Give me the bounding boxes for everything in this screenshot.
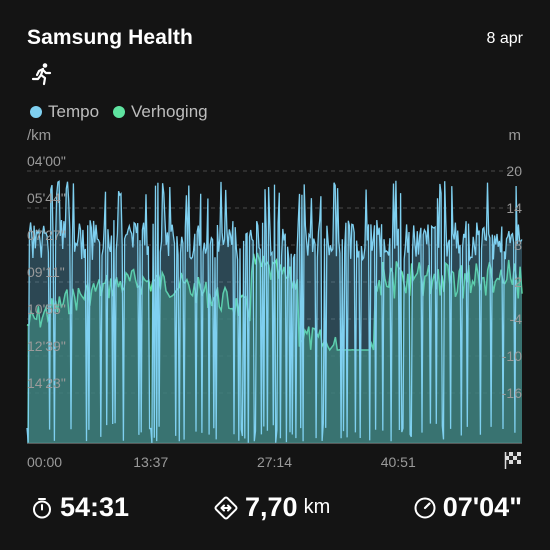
left-tick-label: 07'27" xyxy=(27,227,66,243)
left-axis-ticks: 04'00" 05'44" 07'27" 09'11" 10'55" 12'39" 14'2… xyxy=(27,153,66,391)
right-tick-label: -16 xyxy=(502,385,522,401)
x-tick-label: 00:00 xyxy=(27,454,62,470)
pace-stat: 07'04" xyxy=(413,485,522,530)
left-tick-label: 05'44" xyxy=(27,190,66,206)
left-tick-label: 10'55" xyxy=(27,301,66,317)
pace-series xyxy=(26,180,523,443)
x-tick-label: 13:37 xyxy=(133,454,168,470)
left-tick-label: 09'11" xyxy=(27,264,65,280)
right-tick-label: 20 xyxy=(506,163,522,179)
running-person-icon xyxy=(31,63,52,86)
summary-stats: 54:31 7,70 km 07'04" xyxy=(0,485,550,530)
app-title: Samsung Health xyxy=(27,26,193,49)
right-axis-ticks: 20 14 8 2 -4 -10 -16 xyxy=(502,163,522,401)
right-axis-unit: m xyxy=(508,127,522,144)
right-tick-label: -4 xyxy=(510,311,523,327)
legend-label-tempo: Tempo xyxy=(48,102,100,121)
distance-stat: 7,70 km xyxy=(213,485,330,530)
legend-item-verhoging[interactable]: Verhoging xyxy=(113,102,208,122)
header: Samsung Health 8 apr xyxy=(27,24,523,54)
legend-label-verhoging: Verhoging xyxy=(131,102,208,121)
activity-date: 8 apr xyxy=(486,30,523,47)
left-axis-unit: /km xyxy=(27,127,52,144)
pace-value: 07'04" xyxy=(442,492,522,522)
distance-unit: km xyxy=(303,496,331,518)
pace-elevation-chart[interactable]: 04'00" 05'44" 07'27" 09'11" 10'55" 12'39" 14'2… xyxy=(0,150,550,480)
x-tick-label: 27:14 xyxy=(257,454,292,470)
chart-legend: Tempo Verhoging xyxy=(30,102,208,122)
pace-gauge-icon xyxy=(414,497,436,518)
left-tick-label: 12'39" xyxy=(27,338,66,354)
distance-icon xyxy=(214,496,238,519)
left-tick-label: 04'00" xyxy=(27,153,66,169)
right-tick-label: 8 xyxy=(514,237,522,253)
right-tick-label: 2 xyxy=(514,274,522,290)
legend-dot-tempo xyxy=(30,106,42,118)
pace-line xyxy=(26,180,523,443)
right-tick-label: 14 xyxy=(506,200,522,216)
right-tick-label: -10 xyxy=(502,348,522,364)
left-tick-label: 14'23" xyxy=(27,375,66,391)
distance-value: 7,70 xyxy=(245,492,298,522)
x-tick-label: 40:51 xyxy=(381,454,416,470)
duration-stat: 54:31 xyxy=(30,485,129,530)
legend-dot-verhoging xyxy=(113,106,126,118)
x-axis-ticks: 00:00 13:37 27:14 40:51 xyxy=(27,454,416,470)
finish-flag-icon xyxy=(504,452,521,469)
duration-value: 54:31 xyxy=(60,492,130,522)
legend-item-tempo[interactable]: Tempo xyxy=(30,102,99,122)
stopwatch-icon xyxy=(33,497,51,518)
